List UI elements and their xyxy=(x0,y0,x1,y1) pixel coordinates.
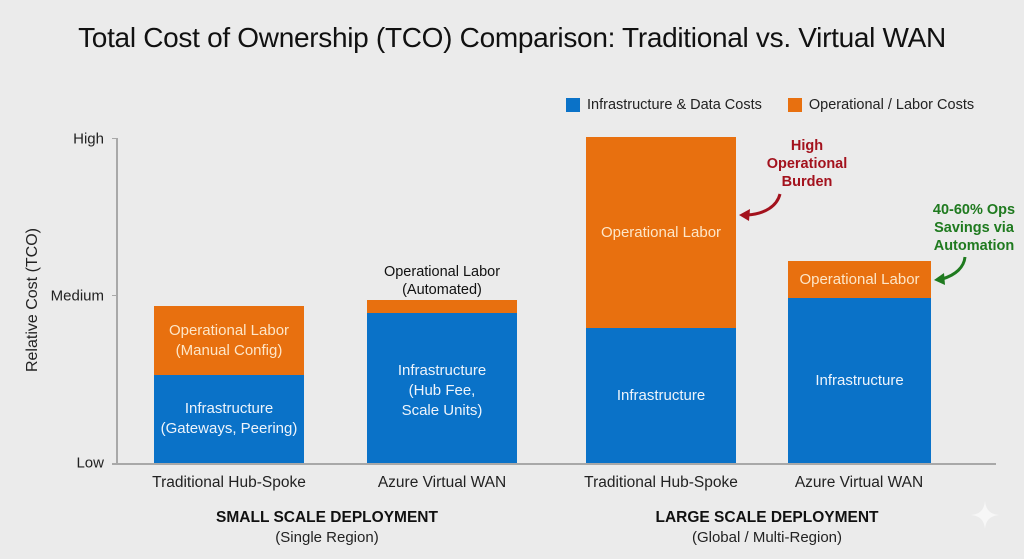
group-title-small: SMALL SCALE DEPLOYMENT xyxy=(216,509,438,526)
bar-small-traditional: Operational Labor (Manual Config) Infras… xyxy=(154,306,304,463)
segment-label: Operational Labor xyxy=(168,321,290,339)
tick-label-low: Low xyxy=(76,454,104,472)
legend-swatch-blue xyxy=(566,98,580,112)
annotation-ops-savings: 40-60% Ops Savings via Automation xyxy=(924,201,1024,255)
annotation-line: Savings via xyxy=(934,220,1014,236)
tick-medium xyxy=(112,295,118,296)
category-label: Azure Virtual WAN xyxy=(794,474,924,491)
segment-operational: Operational Labor xyxy=(586,137,736,328)
bar-large-vwan: Operational Labor Infrastructure xyxy=(788,261,931,463)
segment-sublabel: (Gateways, Peering) xyxy=(160,420,298,437)
category-label: Azure Virtual WAN xyxy=(377,474,507,491)
segment-infrastructure: Infrastructure xyxy=(586,328,736,463)
segment-infrastructure: Infrastructure (Hub Fee, Scale Units) xyxy=(367,313,517,463)
segment-sublabel: (Manual Config) xyxy=(175,341,283,359)
segment-infrastructure: Infrastructure xyxy=(788,298,931,463)
segment-infrastructure: Infrastructure (Gateways, Peering) xyxy=(154,375,304,463)
segment-sublabel: Scale Units) xyxy=(401,402,483,419)
group-title-large: LARGE SCALE DEPLOYMENT xyxy=(655,509,879,526)
segment-label: Operational Labor xyxy=(799,270,920,288)
category-label: Traditional Hub-Spoke xyxy=(584,474,738,491)
legend-item-infrastructure: Infrastructure & Data Costs xyxy=(566,97,762,113)
annotation-line: Automation xyxy=(933,238,1015,254)
arrow-green-icon xyxy=(934,256,967,285)
segment-label: Operational Labor xyxy=(600,224,722,241)
bar-above-label: Operational Labor (Automated) xyxy=(367,263,517,299)
legend: Infrastructure & Data Costs Operational … xyxy=(566,97,1000,113)
annotation-line: 40-60% Ops xyxy=(932,202,1016,218)
annotation-high-burden: High Operational Burden xyxy=(752,137,862,191)
bar-small-vwan: Infrastructure (Hub Fee, Scale Units) xyxy=(367,300,517,463)
arrow-red-icon xyxy=(739,193,782,221)
legend-item-operational: Operational / Labor Costs xyxy=(787,97,975,113)
x-axis-line xyxy=(112,463,996,465)
segment-label: Infrastructure xyxy=(184,400,274,417)
group-subtitle-small: (Single Region) xyxy=(275,529,379,546)
legend-label: Operational / Labor Costs xyxy=(808,97,975,113)
above-label-line2: (Automated) xyxy=(402,282,482,298)
bar-large-traditional: Operational Labor Infrastructure xyxy=(586,137,736,463)
tick-label-high: High xyxy=(73,130,104,148)
segment-label: Infrastructure xyxy=(616,386,706,404)
segment-operational: Operational Labor (Manual Config) xyxy=(154,306,304,375)
legend-swatch-orange xyxy=(787,98,802,112)
above-label-line1: Operational Labor xyxy=(383,264,501,280)
annotation-line: Burden xyxy=(781,174,833,190)
tick-label-medium: Medium xyxy=(50,287,104,305)
segment-operational xyxy=(367,300,517,313)
group-subtitle-large: (Global / Multi-Region) xyxy=(691,529,843,546)
segment-sublabel: (Hub Fee, xyxy=(408,382,476,399)
y-axis-label: Relative Cost (TCO) xyxy=(24,227,41,373)
segment-operational: Operational Labor xyxy=(788,261,931,298)
tick-high xyxy=(112,138,118,139)
annotation-line: High xyxy=(790,138,824,154)
annotation-line: Operational xyxy=(766,156,848,172)
segment-label: Infrastructure xyxy=(815,371,904,389)
y-axis-line xyxy=(116,138,118,464)
sparkle-icon xyxy=(971,501,999,529)
category-label: Traditional Hub-Spoke xyxy=(152,474,306,491)
legend-label: Infrastructure & Data Costs xyxy=(587,97,762,113)
segment-label: Infrastructure xyxy=(397,362,487,379)
chart-title: Total Cost of Ownership (TCO) Comparison… xyxy=(78,22,946,53)
